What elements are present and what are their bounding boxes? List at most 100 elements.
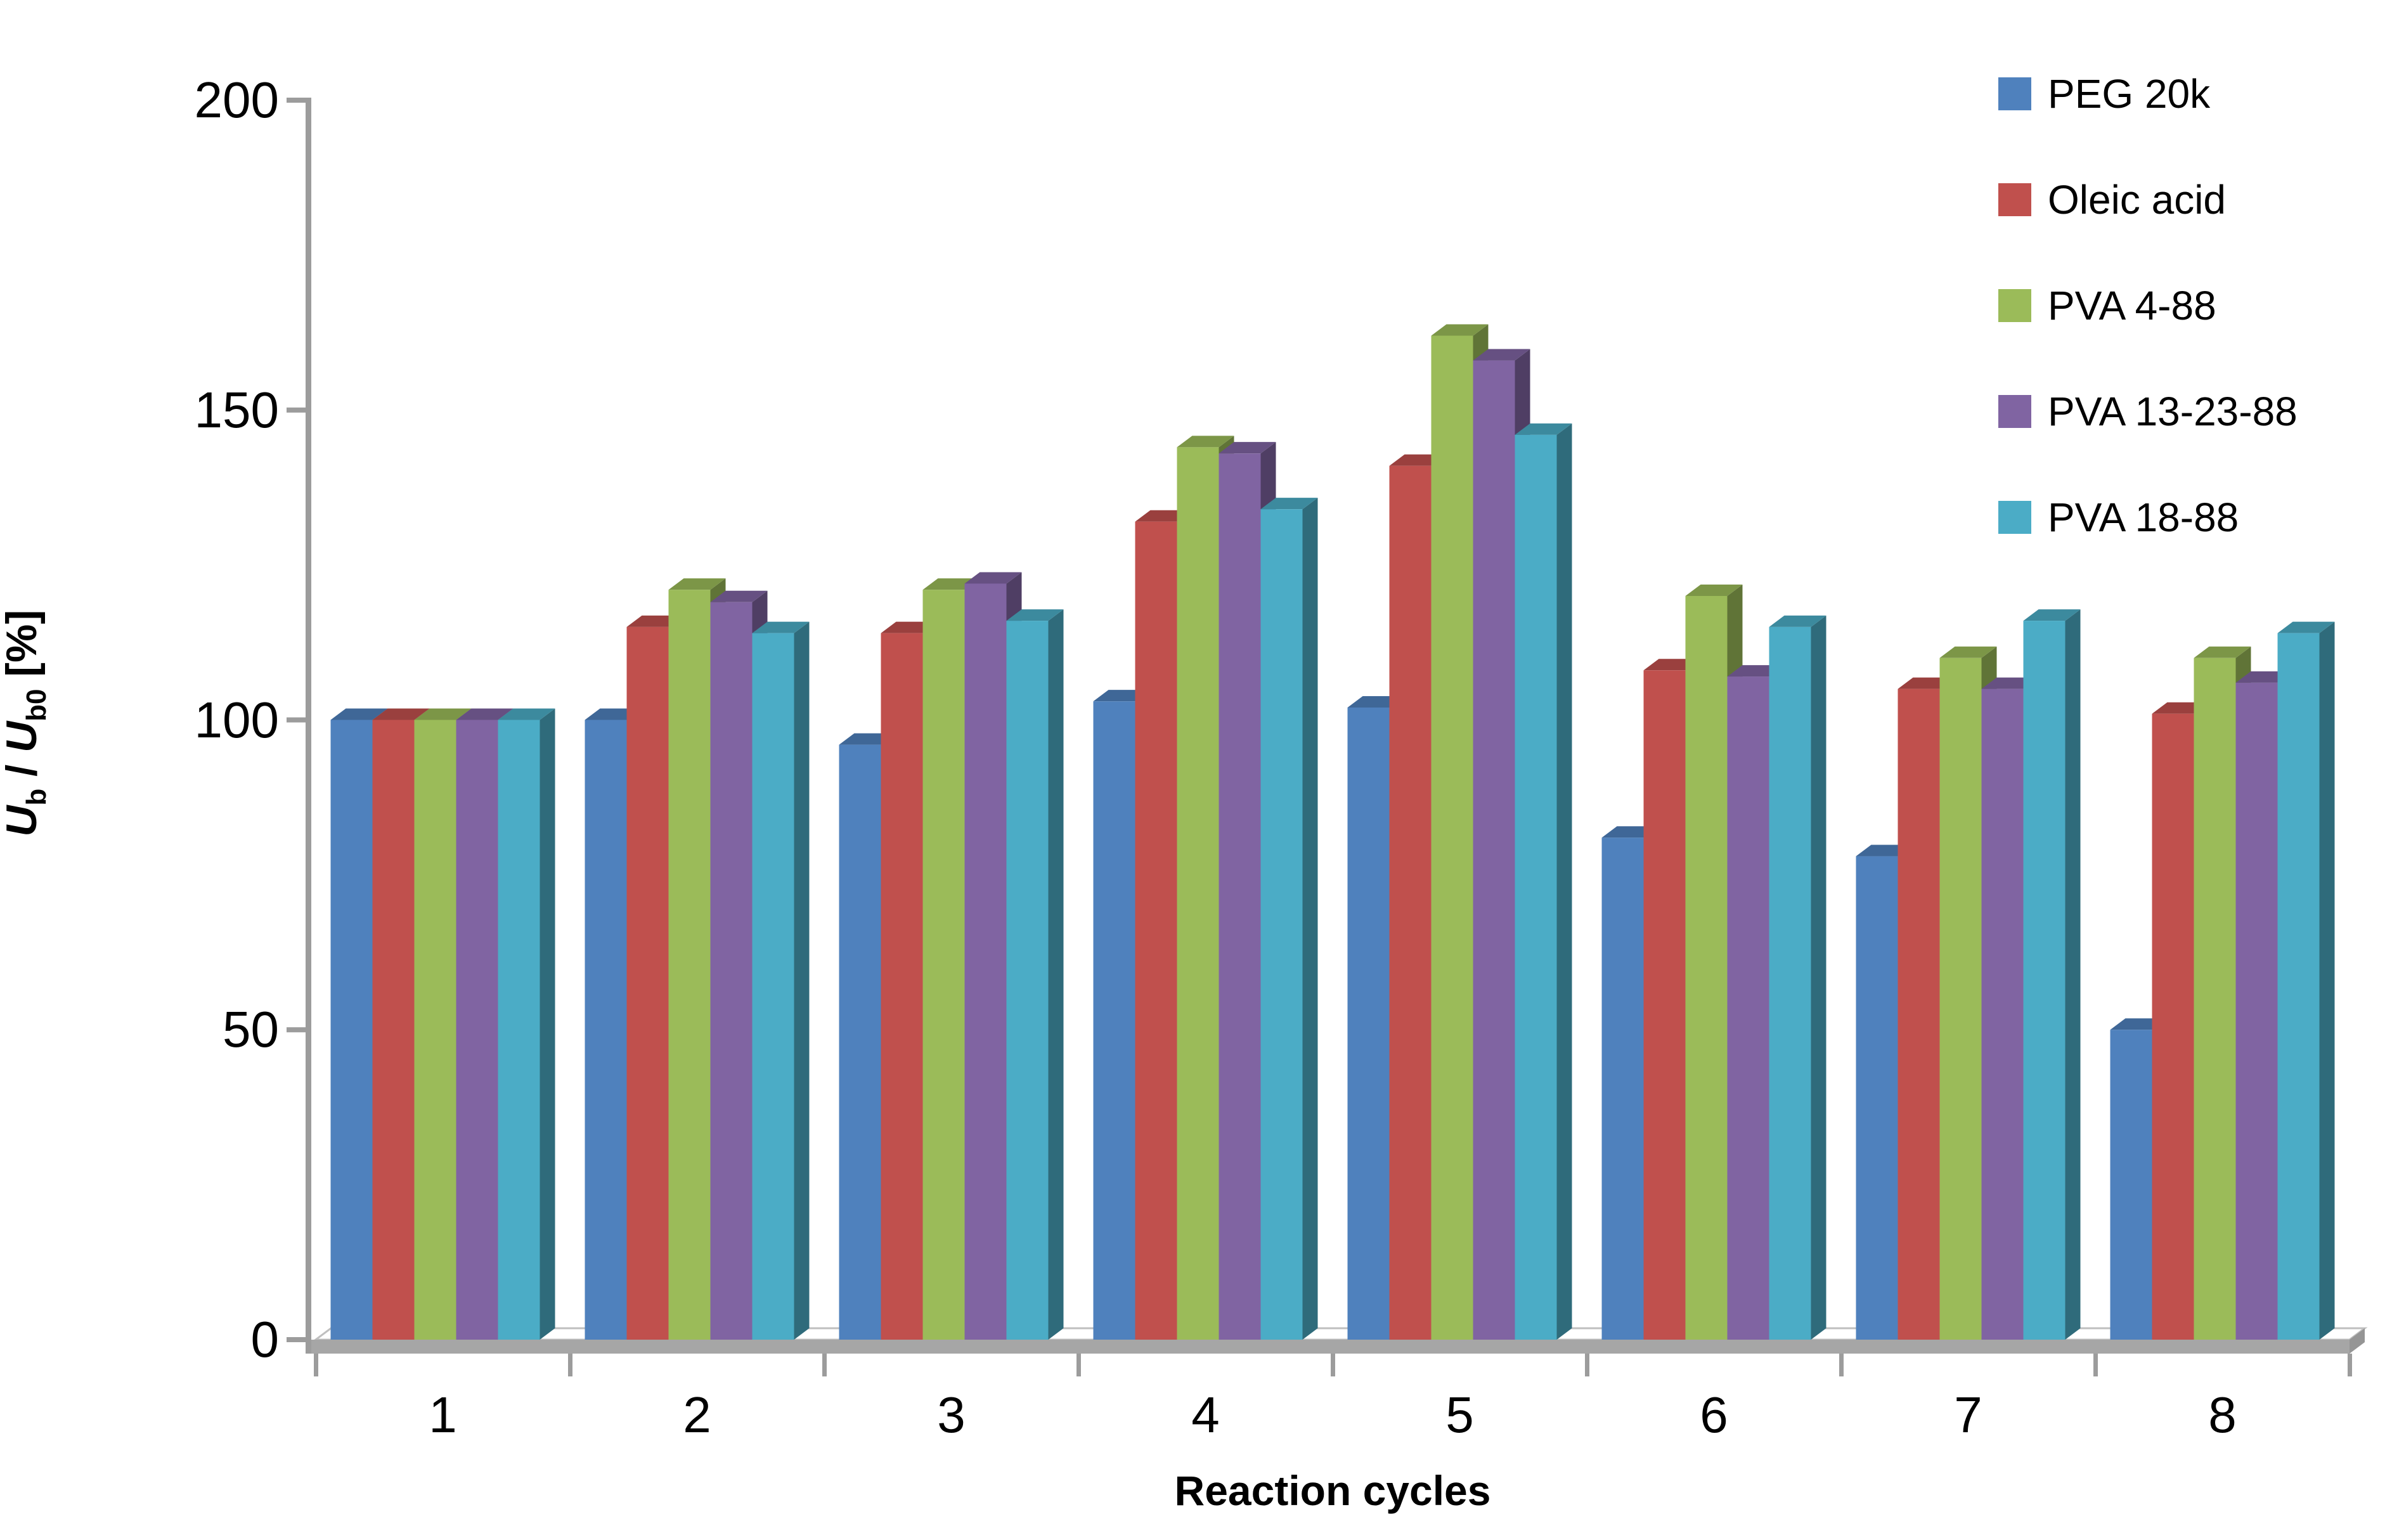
bar-top-pva-13-23-88 [456,708,514,720]
x-axis-tick [1331,1354,1335,1376]
bar-top-pva-18-88 [1515,423,1572,435]
legend-swatch-icon [1998,183,2031,216]
bar-cycle4-pva-13-23-88 [1219,453,1261,1340]
y-tick-label: 0 [250,1311,280,1368]
x-tick-label: 2 [683,1387,711,1443]
x-axis-tick [1839,1354,1844,1376]
legend-item-peg-20k: PEG 20k [1998,68,2210,119]
bar-cycle6-oleic-acid [1643,670,1686,1340]
bar-cycle3-peg-20k [839,744,881,1340]
bar-top-pva-18-88 [2277,621,2335,633]
bar-top-pva-18-88 [498,708,555,720]
bar-top-pva-18-88 [1769,615,1826,627]
legend-swatch-icon [1998,395,2031,428]
bar-side-pva-18-88 [1811,615,1826,1340]
bar-cycle7-pva-13-23-88 [1981,689,2024,1340]
y-tick-label: 200 [194,72,279,128]
bar-top-pva-13-23-88 [964,572,1022,584]
bar-side-pva-18-88 [1556,423,1572,1340]
x-tick-label: 6 [1700,1387,1728,1443]
legend-item-pva-18-88: PVA 18-88 [1998,492,2239,543]
bar-cycle3-pva-4-88 [922,590,965,1340]
bar-top-pva-18-88 [1260,498,1318,510]
bar-top-pva-4-88 [1431,324,1489,336]
legend-item-pva-4-88: PVA 4-88 [1998,280,2216,331]
x-tick-label: 7 [1954,1387,1982,1443]
bar-cycle1-oleic-acid [372,720,415,1340]
bar-cycle2-pva-13-23-88 [710,602,753,1340]
bar-cycle1-peg-20k [330,720,373,1340]
bar-cycle7-peg-20k [1856,856,1898,1340]
bar-top-pva-18-88 [1006,609,1064,621]
y-axis-title: Ub / Ub0 [%] [0,533,52,914]
y-tick-label: 50 [223,1001,279,1058]
legend-swatch-icon [1998,501,2031,534]
bar-cycle6-pva-4-88 [1685,596,1728,1340]
x-axis-tick [822,1354,827,1376]
bar-cycle8-pva-4-88 [2194,657,2236,1340]
bar-cycle3-oleic-acid [881,633,923,1340]
bar-cycle7-oleic-acid [1897,689,1940,1340]
bar-top-pva-4-88 [668,578,726,590]
legend-item-pva-13-23-88: PVA 13-23-88 [1998,386,2298,437]
bar-cycle4-oleic-acid [1135,521,1177,1340]
bar-cycle6-pva-13-23-88 [1727,676,1769,1340]
bar-cycle7-pva-18-88 [2023,621,2066,1340]
bar-top-pva-13-23-88 [710,590,768,602]
bar-cycle3-pva-18-88 [1006,621,1049,1340]
y-axis-title-sub1: b [20,788,52,806]
legend-label: Oleic acid [2048,177,2226,223]
bar-cycle6-peg-20k [1601,838,1644,1340]
floor-right-edge [2350,1328,2365,1354]
y-axis-line [306,98,311,1354]
y-axis-tick [287,98,311,103]
bar-cycle4-pva-18-88 [1260,509,1303,1340]
bar-top-pva-13-23-88 [1473,349,1530,361]
bar-top-pva-4-88 [1939,646,1997,658]
bar-top-pva-4-88 [2194,646,2251,658]
bar-top-pva-18-88 [2023,609,2081,621]
x-tick-label: 3 [937,1387,966,1443]
x-tick-label: 5 [1445,1387,1474,1443]
y-axis-title-var2: U [0,721,46,753]
bar-top-pva-13-23-88 [1219,442,1276,454]
bar-top-pva-18-88 [752,621,810,633]
bar-cycle1-pva-18-88 [498,720,540,1340]
bar-side-pva-18-88 [1048,609,1064,1340]
y-axis-tick [287,1337,311,1342]
bar-side-pva-18-88 [794,621,810,1340]
bar-cycle5-pva-13-23-88 [1473,360,1515,1340]
legend-swatch-icon [1998,77,2031,110]
bar-cycle5-pva-4-88 [1431,335,1473,1340]
bar-cycle8-oleic-acid [2152,713,2194,1340]
x-axis-tick [1585,1354,1589,1376]
x-axis-tick [1076,1354,1081,1376]
y-axis-tick [287,717,311,723]
legend-label: PEG 20k [2048,71,2211,117]
bar-top-pva-4-88 [414,708,472,720]
bar-cycle2-peg-20k [585,720,627,1340]
bar-cycle2-oleic-acid [626,626,669,1340]
legend-item-oleic-acid: Oleic acid [1998,174,2226,225]
bar-top-pva-4-88 [1177,436,1234,448]
x-axis-line [311,1340,2350,1354]
bar-cycle8-peg-20k [2110,1030,2152,1340]
bar-top-peg-20k [330,708,388,720]
bar-cycle5-peg-20k [1347,707,1390,1340]
legend-label: PVA 13-23-88 [2048,389,2298,434]
bar-top-oleic-acid [372,708,430,720]
x-tick-label: 1 [429,1387,457,1443]
y-tick-label: 100 [194,691,279,748]
bar-cycle6-pva-18-88 [1769,626,1811,1340]
x-axis-tick [314,1354,318,1376]
bar-cycle4-pva-4-88 [1177,447,1219,1340]
bar-cycle1-pva-4-88 [414,720,456,1340]
bar-cycle5-pva-18-88 [1515,434,1557,1340]
y-axis-title-var1: U [0,805,46,837]
bar-side-pva-18-88 [2319,621,2335,1340]
y-axis-title-sub2: b0 [20,689,52,721]
x-tick-label: 8 [2208,1387,2237,1443]
bar-cycle3-pva-13-23-88 [964,583,1007,1340]
